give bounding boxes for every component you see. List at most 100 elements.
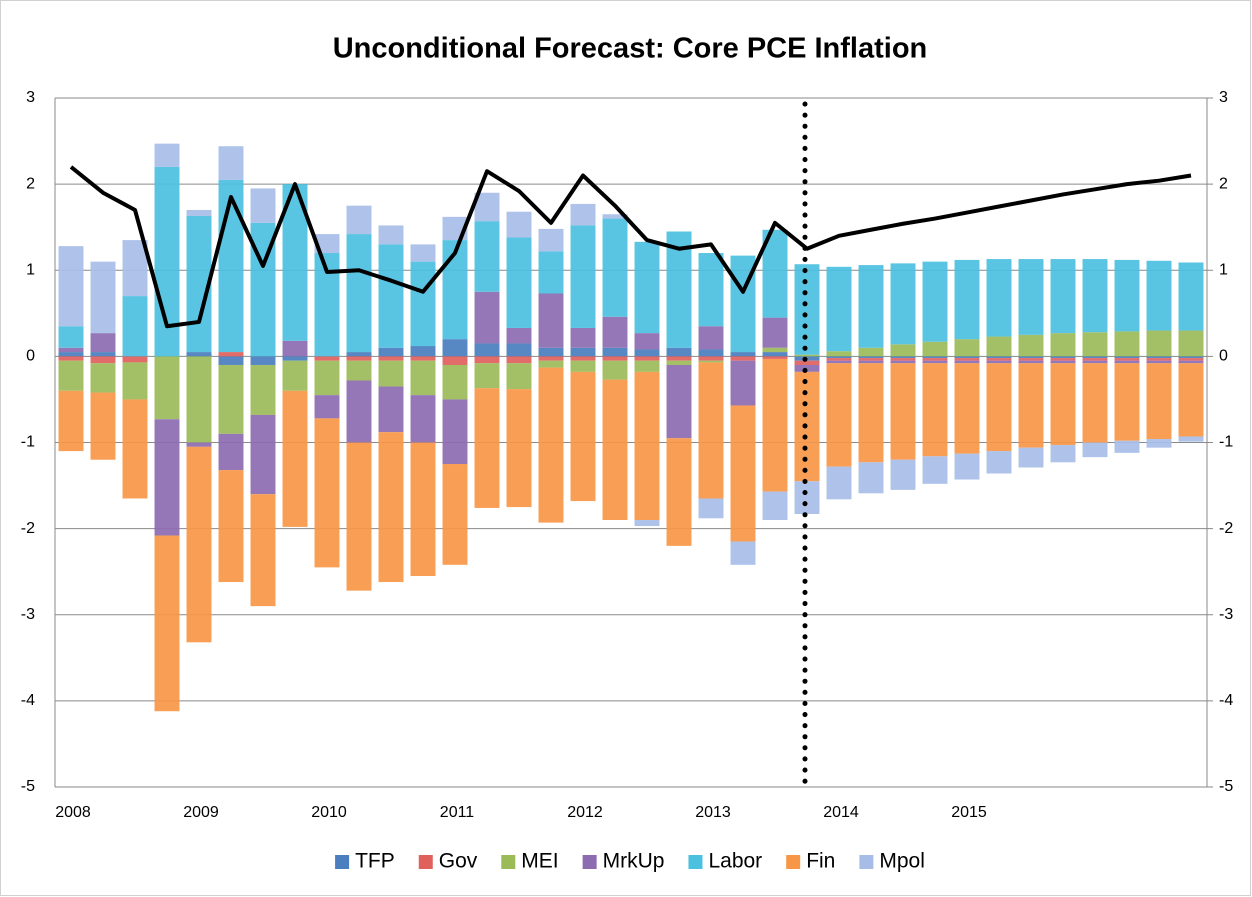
bar-segment [730, 360, 756, 406]
bar-segment [602, 356, 628, 361]
bar-segment [1082, 442, 1108, 458]
bar-segment [1178, 436, 1204, 442]
bar-segment [826, 356, 852, 359]
bar-segment [1114, 440, 1140, 453]
bar-segment [1178, 356, 1204, 359]
bar-segment [666, 364, 692, 439]
bar-segment [538, 367, 564, 523]
bar-segment [986, 363, 1012, 452]
bar-segment [250, 414, 276, 495]
bar-segment [506, 237, 532, 328]
bar-segment [890, 459, 916, 490]
bar-segment [1178, 262, 1204, 331]
y-tick-label: 0 [26, 348, 35, 365]
bar-segment [474, 343, 500, 357]
bar-segment [730, 541, 756, 565]
legend: TFP Gov MEI MrkUp Labor Fin Mpol [335, 850, 925, 873]
x-tick-label: 2008 [55, 804, 91, 821]
bar-segment [570, 347, 596, 357]
bar-segment [314, 395, 340, 419]
bar-segment [954, 453, 980, 480]
bar-segment [506, 211, 532, 238]
bar-segment [986, 451, 1012, 474]
bar-segment [986, 358, 1012, 361]
bar-segment [346, 234, 372, 353]
bar-segment [90, 261, 116, 334]
bar-segment [218, 356, 244, 365]
bar-segment [474, 363, 500, 389]
bar-segment [1018, 259, 1044, 335]
bar-segment [474, 356, 500, 364]
bar-segment [634, 333, 660, 350]
bar-segment [602, 214, 628, 219]
y2-tick-label: -3 [1219, 606, 1233, 623]
bar-segment [410, 395, 436, 443]
bar-segment [186, 352, 212, 357]
chart-title: Unconditional Forecast: Core PCE Inflati… [333, 33, 928, 65]
bar-segment [570, 360, 596, 372]
bar-segment [922, 360, 948, 364]
bar-segment [1178, 360, 1204, 364]
legend-swatch [335, 855, 350, 869]
bar-segment [90, 363, 116, 393]
y-tick-label: 3 [26, 89, 35, 106]
bar-segment [570, 203, 596, 226]
grid: -5 -4 -3 -2 -1 0 1 2 3 -5 -4 -3 -2 -1 0 1 2 3 2008 2009 2010… [21, 89, 1234, 821]
legend-label: MrkUp [603, 850, 665, 873]
bar-segment [858, 462, 884, 494]
y2-tick-label: 1 [1219, 261, 1228, 278]
bar-segment [282, 360, 308, 391]
bar-segment [1018, 447, 1044, 468]
bar-segment [1146, 363, 1172, 440]
bar-segment [1050, 360, 1076, 364]
bar-segment [506, 363, 532, 390]
bar-segment [410, 360, 436, 396]
bar-segment [122, 399, 148, 499]
x-tick-label: 2013 [695, 804, 731, 821]
bar-segment [250, 494, 276, 607]
bar-segment [954, 259, 980, 340]
bar-segment [218, 179, 244, 353]
bar-segment [1018, 358, 1044, 361]
x-tick-label: 2011 [440, 804, 475, 821]
bar-segment [378, 432, 404, 583]
bar-segment [858, 347, 884, 357]
bar-segment [634, 241, 660, 334]
bar-segment [186, 209, 212, 216]
bar-segment [314, 418, 340, 568]
bar-segment [634, 371, 660, 521]
y2-tick-label: 2 [1219, 175, 1228, 192]
bar-segment [58, 360, 84, 391]
overlay: TFP Gov MEI MrkUp Labor Fin Mpol [69, 165, 1192, 873]
bar-segment [538, 251, 564, 294]
bar-segment [1146, 330, 1172, 357]
bar-segment [634, 349, 660, 357]
bar-segment [698, 326, 724, 350]
bar-segment [218, 364, 244, 434]
bar-segment [346, 380, 372, 443]
bar-segment [346, 360, 372, 381]
bar-segment [986, 259, 1012, 337]
bar-segment [506, 343, 532, 357]
bar-segment [1178, 358, 1204, 361]
bar-segment [794, 360, 820, 365]
bar-segment [1146, 358, 1172, 361]
bar-segment [538, 293, 564, 348]
y2-tick-label: -1 [1219, 434, 1233, 451]
y2-tick-label: -4 [1219, 692, 1233, 709]
bar-segment [1146, 260, 1172, 331]
legend-label: Labor [708, 850, 762, 873]
bar-segment [250, 188, 276, 223]
bar-segment [762, 491, 788, 521]
bar-segment [826, 363, 852, 467]
bar-segment [666, 347, 692, 357]
bar-segment [314, 234, 340, 254]
bar-segment [858, 358, 884, 361]
bar-segment [730, 356, 756, 361]
bar-segment [922, 363, 948, 457]
bar-segment [954, 358, 980, 361]
bar-segment [442, 339, 468, 357]
bar-segment [1050, 259, 1076, 334]
bar-segment [378, 386, 404, 433]
